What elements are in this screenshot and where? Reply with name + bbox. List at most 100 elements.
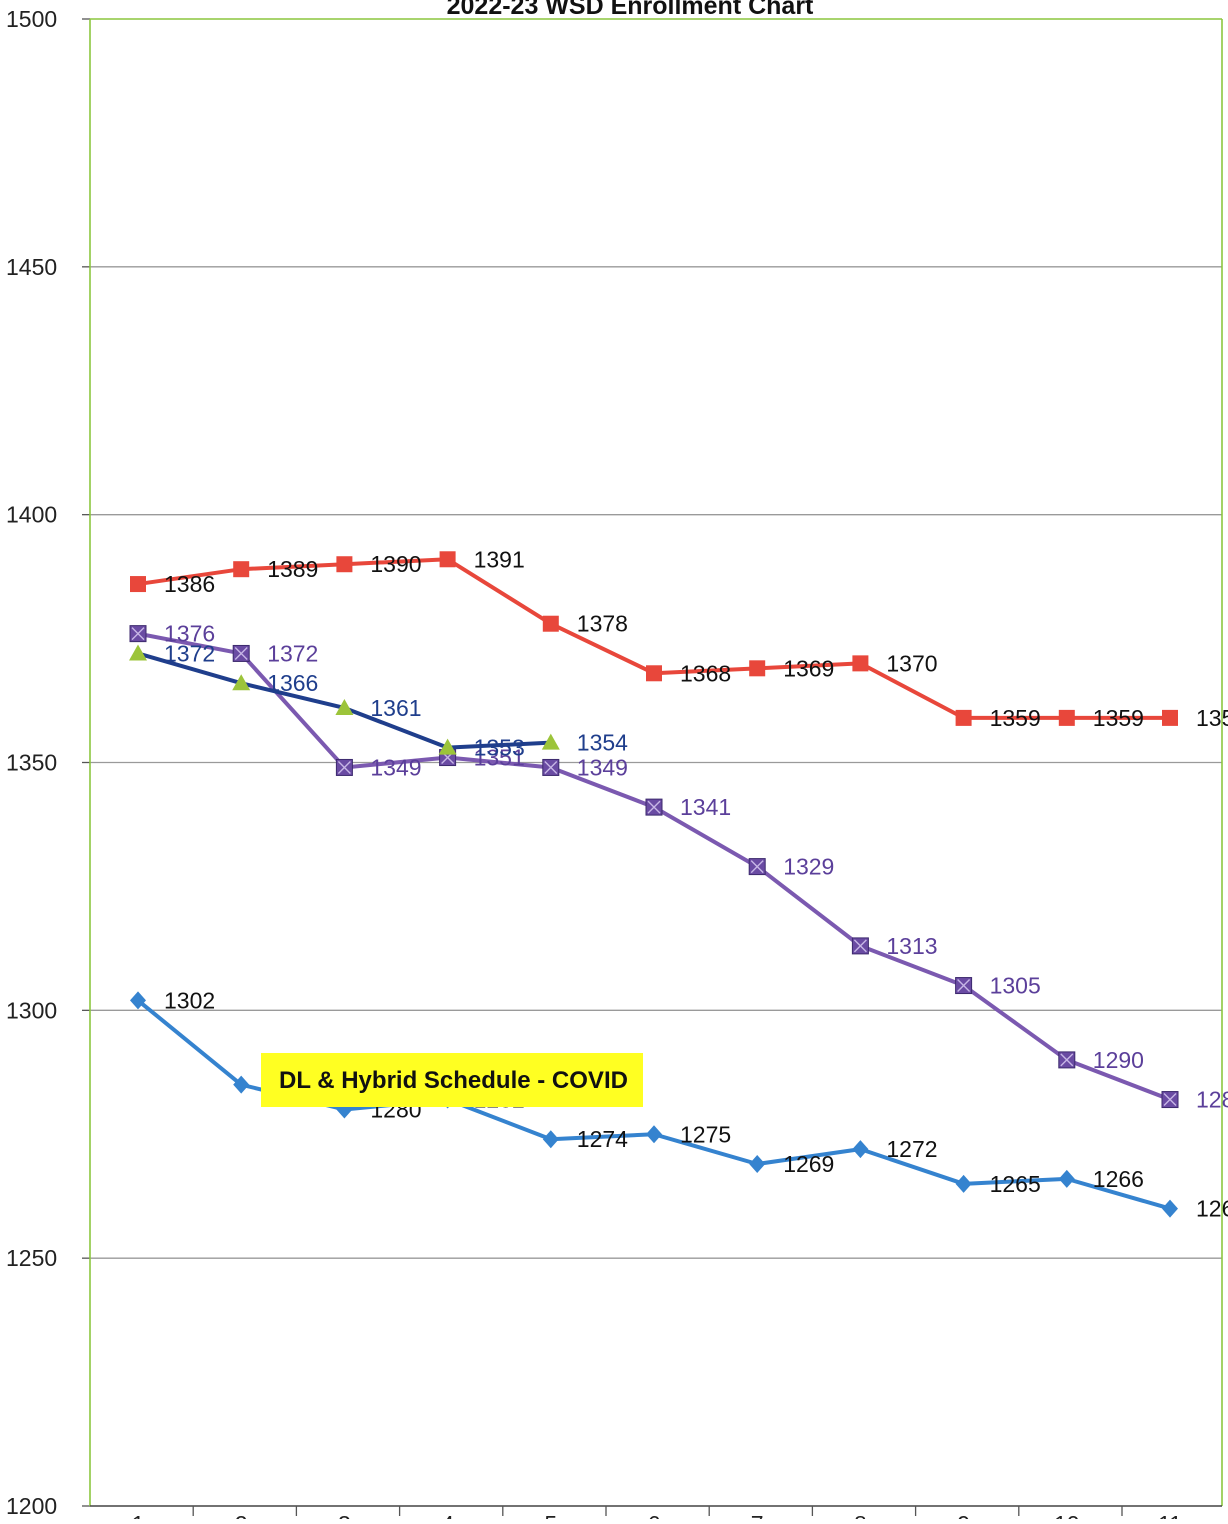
series-marker xyxy=(749,1154,766,1173)
data-label: 1368 xyxy=(680,660,731,686)
marker-cross xyxy=(750,860,764,874)
data-label: 1305 xyxy=(990,973,1041,999)
data-label: 1361 xyxy=(370,695,421,721)
data-label: 1370 xyxy=(886,650,937,676)
x-tick-label: 10 xyxy=(1054,1511,1080,1519)
marker-cross xyxy=(337,760,351,774)
data-label: 1389 xyxy=(267,556,318,582)
series-marker xyxy=(852,655,869,672)
series-marker xyxy=(232,674,251,691)
y-tick-label: 1200 xyxy=(6,1493,57,1519)
plot-frame xyxy=(89,18,1223,1507)
series-marker xyxy=(336,556,353,573)
data-label: 1376 xyxy=(164,621,215,647)
marker-cross xyxy=(1060,1053,1074,1067)
data-label: 1378 xyxy=(577,611,628,637)
annotation-box xyxy=(261,1053,643,1107)
marker-cross xyxy=(647,800,661,814)
series-marker xyxy=(439,551,456,568)
data-label: 1351 xyxy=(474,745,525,771)
y-tick-label: 1400 xyxy=(6,502,57,528)
data-label: 1282 xyxy=(1196,1087,1228,1113)
chart-title: 2022-23 WSD Enrollment Chart xyxy=(447,0,814,20)
x-tick-label: 11 xyxy=(1158,1511,1182,1519)
series-line xyxy=(137,631,1171,1102)
x-tick-label: 6 xyxy=(648,1511,661,1519)
x-tick-label: 2 xyxy=(235,1511,248,1519)
data-label: 1329 xyxy=(783,854,834,880)
y-tick-label: 1300 xyxy=(6,997,57,1023)
series-marker xyxy=(1058,1169,1075,1188)
marker-cross xyxy=(544,760,558,774)
series-1: 1386 1389 1390 1391 1378 1368 1369 1370 1359 1359… xyxy=(130,546,1228,731)
y-tick-label: 1500 xyxy=(6,6,57,32)
gridlines: 1200 1250 1300 1350 1400 1450 1500 xyxy=(6,6,1222,1519)
data-label: 1369 xyxy=(783,655,834,681)
data-label: 1353 xyxy=(474,735,525,761)
series-marker xyxy=(646,665,662,682)
data-label: 1275 xyxy=(680,1121,731,1147)
x-tick-label: 4 xyxy=(441,1511,454,1519)
series-marker xyxy=(438,738,457,755)
data-label: 1372 xyxy=(164,640,215,666)
data-label: 1359 xyxy=(1093,705,1144,731)
data-label: 1386 xyxy=(164,571,215,597)
series-marker xyxy=(852,1140,869,1159)
x-tick-label: 9 xyxy=(957,1511,970,1519)
series-marker xyxy=(130,576,146,593)
data-label: 1349 xyxy=(370,754,421,780)
data-label: 1359 xyxy=(1196,705,1228,731)
data-label: 1274 xyxy=(577,1126,628,1152)
series-marker xyxy=(335,698,354,715)
series-marker xyxy=(233,1075,250,1094)
y-tick-label: 1450 xyxy=(6,254,57,280)
series-marker xyxy=(541,733,560,750)
series-marker xyxy=(646,1125,662,1144)
data-label: 1290 xyxy=(1093,1047,1144,1073)
series-marker xyxy=(233,561,250,578)
data-label: 1366 xyxy=(267,670,318,696)
series-marker xyxy=(542,1130,559,1149)
data-label: 1272 xyxy=(886,1136,937,1162)
data-label: 1341 xyxy=(680,794,731,820)
series-3: 1372 1366 1361 1353 1354 xyxy=(129,640,628,761)
series-marker xyxy=(1162,1199,1178,1218)
series-marker xyxy=(955,709,972,726)
y-tick-label: 1250 xyxy=(6,1245,57,1271)
marker-cross xyxy=(853,939,867,953)
data-label: 1302 xyxy=(164,987,215,1013)
data-label: 1313 xyxy=(886,933,937,959)
data-label: 1266 xyxy=(1093,1166,1144,1192)
data-label: 1349 xyxy=(577,754,628,780)
y-tick-label: 1350 xyxy=(6,750,57,776)
data-label: 1372 xyxy=(267,640,318,666)
series-marker xyxy=(129,644,147,661)
covid-annotation: DL & Hybrid Schedule - COVID xyxy=(261,1053,643,1107)
data-label: 1354 xyxy=(577,730,628,756)
data-label: 1265 xyxy=(990,1171,1041,1197)
series-marker xyxy=(542,615,559,632)
marker-cross xyxy=(234,646,248,660)
x-axis: 1 2 3 4 5 6 7 8 9 10 11 xyxy=(132,1506,1182,1524)
series-marker xyxy=(955,1174,972,1193)
data-label: 1390 xyxy=(370,551,421,577)
series-marker xyxy=(130,991,146,1010)
marker-cross xyxy=(957,979,971,993)
marker-cross xyxy=(1163,1093,1177,1107)
series-marker xyxy=(1058,709,1075,726)
data-label: 1260 xyxy=(1196,1196,1228,1222)
x-tick-label: 5 xyxy=(544,1511,557,1519)
data-label: 1269 xyxy=(783,1151,834,1177)
marker-cross xyxy=(131,627,145,641)
annotation-text: DL & Hybrid Schedule - COVID xyxy=(279,1067,628,1094)
x-tick-label: 3 xyxy=(338,1511,351,1519)
series-marker xyxy=(1162,709,1178,726)
series-marker xyxy=(749,660,766,677)
x-tick-label: 8 xyxy=(854,1511,867,1519)
x-tick-label: 1 xyxy=(132,1511,145,1519)
data-label: 1391 xyxy=(474,546,525,572)
x-tick-label: 7 xyxy=(751,1511,764,1519)
